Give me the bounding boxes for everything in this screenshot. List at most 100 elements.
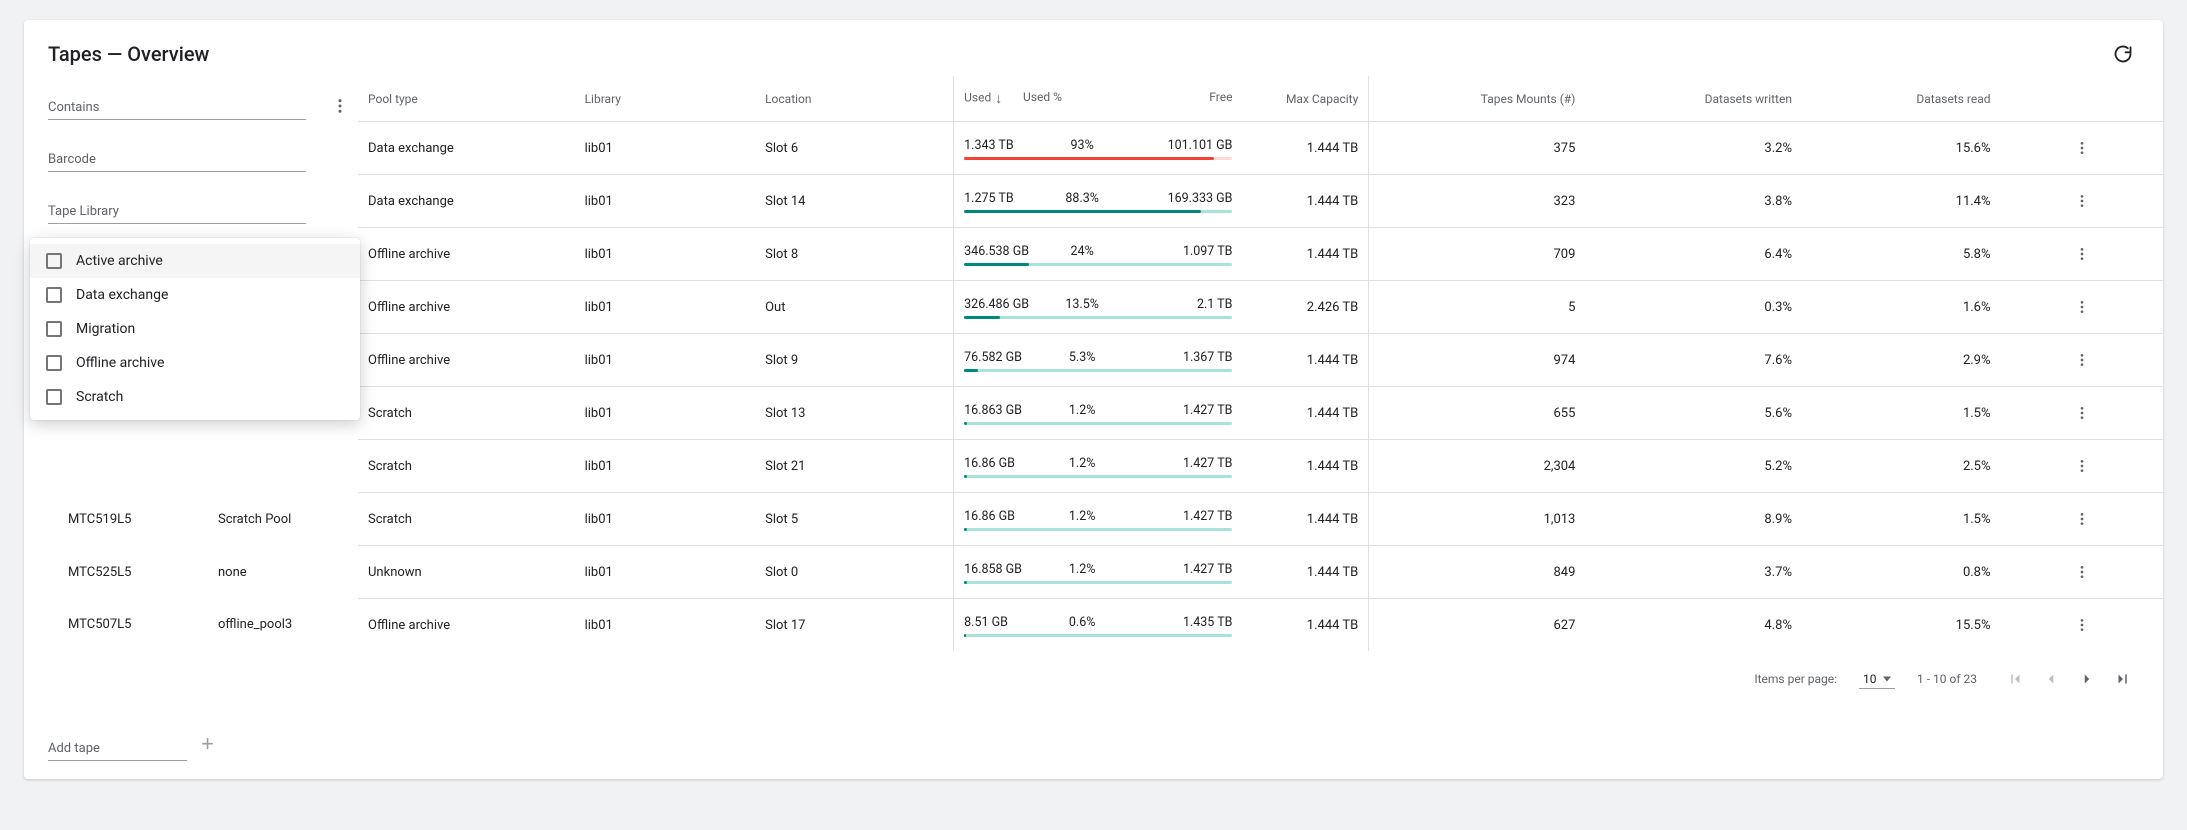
row-menu-button[interactable] bbox=[2066, 609, 2098, 641]
sort-desc-icon: ↓ bbox=[995, 91, 1002, 107]
table-row[interactable]: Scratch lib01 Slot 13 16.863 GB 1.2% 1.4… bbox=[358, 387, 2163, 440]
table-row[interactable]: Scratch lib01 Slot 21 16.86 GB 1.2% 1.42… bbox=[358, 440, 2163, 493]
cell-location: Slot 5 bbox=[755, 493, 954, 546]
more-vert-icon bbox=[2074, 246, 2090, 262]
col-library[interactable]: Library bbox=[575, 76, 756, 122]
col-read[interactable]: Datasets read bbox=[1802, 76, 2001, 122]
add-tape-button[interactable]: + bbox=[201, 733, 214, 755]
cell-location: Slot 13 bbox=[755, 387, 954, 440]
table-row[interactable]: Offline archive lib01 Slot 9 76.582 GB 5… bbox=[358, 334, 2163, 387]
next-page-button[interactable] bbox=[2071, 663, 2103, 695]
column-options-button[interactable] bbox=[324, 90, 356, 122]
cell-read: 2.5% bbox=[1802, 440, 2001, 493]
last-page-icon bbox=[2114, 670, 2132, 688]
items-per-page-label: Items per page: bbox=[1754, 672, 1837, 686]
col-pool-type[interactable]: Pool type bbox=[358, 76, 575, 122]
first-page-icon bbox=[2006, 670, 2024, 688]
table-row[interactable]: Scratch lib01 Slot 5 16.86 GB 1.2% 1.427… bbox=[358, 493, 2163, 546]
row-menu-button[interactable] bbox=[2066, 397, 2098, 429]
pool-type-option[interactable]: Active archive bbox=[30, 244, 360, 278]
cell-written: 3.8% bbox=[1585, 175, 1802, 228]
cell-usage: 326.486 GB 13.5% 2.1 TB bbox=[954, 281, 1243, 334]
cell-usage: 346.538 GB 24% 1.097 TB bbox=[954, 228, 1243, 281]
checkbox-icon bbox=[46, 321, 62, 337]
cell-max: 1.444 TB bbox=[1242, 122, 1368, 175]
cell-usage: 16.858 GB 1.2% 1.427 TB bbox=[954, 546, 1243, 599]
col-used[interactable]: Used↓ Used % Free bbox=[954, 76, 1243, 122]
cell-read: 11.4% bbox=[1802, 175, 2001, 228]
cell-mounts: 627 bbox=[1369, 599, 1586, 652]
cell-written: 7.6% bbox=[1585, 334, 1802, 387]
cell-usage: 76.582 GB 5.3% 1.367 TB bbox=[954, 334, 1243, 387]
table-row[interactable]: Data exchange lib01 Slot 6 1.343 TB 93% … bbox=[358, 122, 2163, 175]
option-label: Migration bbox=[76, 321, 135, 337]
col-max-cap[interactable]: Max Capacity bbox=[1242, 76, 1368, 122]
cell-read: 1.6% bbox=[1802, 281, 2001, 334]
cell-library: lib01 bbox=[575, 228, 756, 281]
table-row[interactable]: Offline archive lib01 Slot 8 346.538 GB … bbox=[358, 228, 2163, 281]
cell-read: 2.9% bbox=[1802, 334, 2001, 387]
cell-library: lib01 bbox=[575, 387, 756, 440]
table-row[interactable]: Offline archive lib01 Out 326.486 GB 13.… bbox=[358, 281, 2163, 334]
last-page-button[interactable] bbox=[2107, 663, 2139, 695]
pool-type-option[interactable]: Offline archive bbox=[30, 346, 360, 380]
cell-max: 1.444 TB bbox=[1242, 387, 1368, 440]
cell-usage: 16.863 GB 1.2% 1.427 TB bbox=[954, 387, 1243, 440]
checkbox-icon bbox=[46, 253, 62, 269]
cell-mounts: 1,013 bbox=[1369, 493, 1586, 546]
row-menu-button[interactable] bbox=[2066, 450, 2098, 482]
row-menu-button[interactable] bbox=[2066, 503, 2098, 535]
first-page-button[interactable] bbox=[1999, 663, 2031, 695]
cell-read: 5.8% bbox=[1802, 228, 2001, 281]
row-menu-button[interactable] bbox=[2066, 291, 2098, 323]
table-row[interactable]: Offline archive lib01 Slot 17 8.51 GB 0.… bbox=[358, 599, 2163, 652]
option-label: Scratch bbox=[76, 389, 123, 405]
refresh-button[interactable] bbox=[2107, 38, 2139, 70]
cell-written: 5.2% bbox=[1585, 440, 1802, 493]
cell-written: 8.9% bbox=[1585, 493, 1802, 546]
cell-max: 1.444 TB bbox=[1242, 228, 1368, 281]
pool-type-option[interactable]: Migration bbox=[30, 312, 360, 346]
prev-page-button[interactable] bbox=[2035, 663, 2067, 695]
row-menu-button[interactable] bbox=[2066, 344, 2098, 376]
cell-pool-type: Offline archive bbox=[358, 281, 575, 334]
pool-type-option[interactable]: Data exchange bbox=[30, 278, 360, 312]
table-row[interactable]: Data exchange lib01 Slot 14 1.275 TB 88.… bbox=[358, 175, 2163, 228]
checkbox-icon bbox=[46, 355, 62, 371]
col-written[interactable]: Datasets written bbox=[1585, 76, 1802, 122]
cell-usage: 16.86 GB 1.2% 1.427 TB bbox=[954, 493, 1243, 546]
row-menu-button[interactable] bbox=[2066, 238, 2098, 270]
table-row[interactable]: Unknown lib01 Slot 0 16.858 GB 1.2% 1.42… bbox=[358, 546, 2163, 599]
plus-icon: + bbox=[201, 731, 214, 756]
cell-written: 0.3% bbox=[1585, 281, 1802, 334]
cell-mounts: 5 bbox=[1369, 281, 1586, 334]
cell-mounts: 974 bbox=[1369, 334, 1586, 387]
more-vert-icon bbox=[2074, 299, 2090, 315]
more-vert-icon bbox=[2074, 511, 2090, 527]
cell-location: Slot 21 bbox=[755, 440, 954, 493]
page-size-select[interactable]: 10 bbox=[1859, 670, 1895, 689]
cell-read: 1.5% bbox=[1802, 387, 2001, 440]
cell-max: 1.444 TB bbox=[1242, 493, 1368, 546]
cell-location: Slot 17 bbox=[755, 599, 954, 652]
add-tape-input[interactable] bbox=[48, 727, 187, 761]
cell-max: 1.444 TB bbox=[1242, 175, 1368, 228]
col-mounts[interactable]: Tapes Mounts (#) bbox=[1369, 76, 1586, 122]
row-menu-button[interactable] bbox=[2066, 132, 2098, 164]
pool-type-option[interactable]: Scratch bbox=[30, 380, 360, 414]
cell-library: lib01 bbox=[575, 599, 756, 652]
row-menu-button[interactable] bbox=[2066, 556, 2098, 588]
cell-usage: 8.51 GB 0.6% 1.435 TB bbox=[954, 599, 1243, 652]
filter-contains-input[interactable] bbox=[48, 86, 306, 120]
cell-written: 6.4% bbox=[1585, 228, 1802, 281]
chevron-left-icon bbox=[2042, 670, 2060, 688]
cell-pool-type: Offline archive bbox=[358, 228, 575, 281]
filter-barcode-input[interactable] bbox=[48, 138, 306, 172]
row-menu-button[interactable] bbox=[2066, 185, 2098, 217]
pool-type-dropdown: Active archiveData exchange Migration Offl… bbox=[30, 238, 360, 420]
filter-library-input[interactable] bbox=[48, 190, 306, 224]
col-location[interactable]: Location bbox=[755, 76, 954, 122]
tapes-table: Pool type Library Location Used↓ Used % … bbox=[358, 76, 2163, 695]
cell-usage: 1.343 TB 93% 101.101 GB bbox=[954, 122, 1243, 175]
cell-location: Slot 14 bbox=[755, 175, 954, 228]
